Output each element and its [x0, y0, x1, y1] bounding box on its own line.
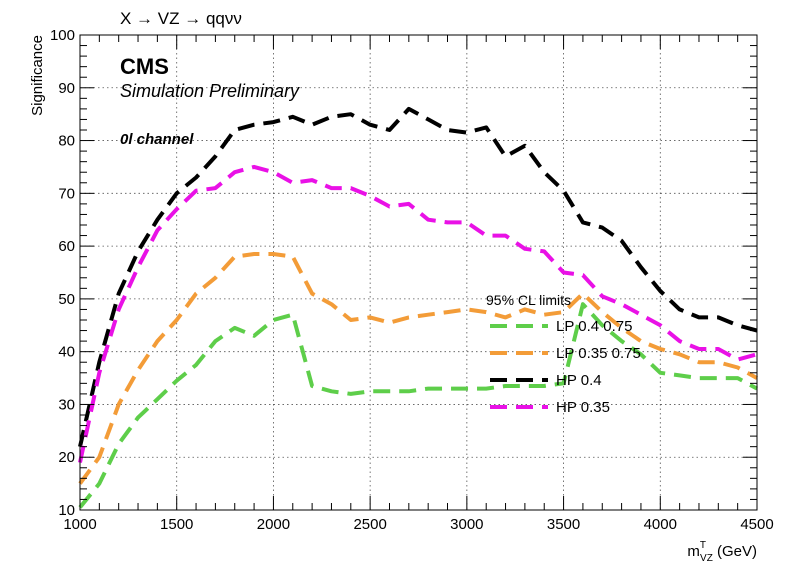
status-label: Simulation Preliminary	[120, 81, 300, 101]
x-axis-label: mT VZ (GeV)	[687, 540, 757, 564]
x-tick-label: 2500	[353, 516, 386, 533]
y-tick-label: 90	[58, 80, 75, 97]
y-tick-label: 50	[58, 291, 75, 308]
y-tick-label: 30	[58, 396, 75, 413]
series-line-3	[78, 106, 758, 448]
x-tick-label: 3000	[450, 516, 483, 533]
x-axis-label-sup: T	[700, 540, 706, 551]
experiment-label: CMS	[120, 54, 169, 79]
y-tick-label: 10	[58, 502, 75, 519]
y-tick-label: 20	[58, 449, 75, 466]
y-tick-label: 100	[50, 27, 75, 44]
y-tick-label: 60	[58, 238, 75, 255]
series-lines	[78, 106, 758, 509]
legend-entry-label: LP 0.35 0.75	[556, 345, 641, 362]
plot-frame	[79, 34, 758, 511]
legend-entry-label: HP 0.4	[556, 372, 602, 389]
series-line-4	[78, 164, 758, 463]
x-axis-label-main: m	[687, 543, 700, 560]
grid	[79, 34, 758, 511]
x-tick-label: 4000	[644, 516, 677, 533]
y-axis-label: Significance	[29, 35, 46, 116]
chart-title: X → VZ → qqνν	[120, 9, 242, 28]
x-axis-label-unit: (GeV)	[713, 543, 757, 560]
y-tick-label: 40	[58, 344, 75, 361]
legend-entries: LP 0.4 0.75 LP 0.35 0.75 HP 0.4 HP 0.35	[490, 318, 641, 416]
x-tick-label: 1000	[63, 516, 96, 533]
legend-entry-label: HP 0.35	[556, 399, 610, 416]
y-tick-label: 80	[58, 133, 75, 150]
x-tick-label: 1500	[160, 516, 193, 533]
legend-title: 95% CL limits	[486, 292, 571, 308]
legend: 95% CL limits LP 0.4 0.75 LP 0.35 0.75 HP …	[486, 292, 641, 416]
series-line-1	[78, 302, 758, 509]
axis-ticks: 1000 1500 2000 2500 3000 3500 4000 4500 10 20 30 40…	[50, 27, 774, 533]
x-tick-label: 4500	[740, 516, 773, 533]
legend-entry-label: LP 0.4 0.75	[556, 318, 632, 335]
y-tick-label: 70	[58, 185, 75, 202]
channel-label: 0l channel	[120, 131, 194, 148]
x-tick-label: 3500	[547, 516, 580, 533]
x-axis-label-sub: VZ	[700, 553, 713, 564]
series-line-2	[78, 252, 758, 485]
x-tick-label: 2000	[257, 516, 290, 533]
